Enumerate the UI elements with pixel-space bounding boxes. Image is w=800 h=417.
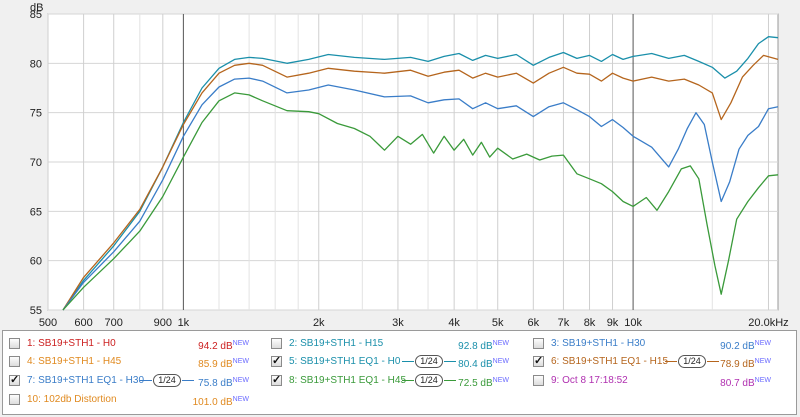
legend-item[interactable]: 3: SB19+STH1 - H30 90.2 dBNEW	[533, 335, 783, 353]
smoothing-label: 1/24	[420, 375, 438, 385]
legend-level: 80.4 dBNEW	[449, 353, 509, 374]
y-tick-label: 55	[30, 305, 42, 317]
smoothing-badge[interactable]: 1/24	[402, 374, 456, 387]
legend-item[interactable]: ✓ 6: SB19+STH1 EQ1 - H15 1/24 78.9 dBNEW	[533, 353, 783, 371]
y-tick-label: 80	[30, 58, 42, 70]
smoothing-badge[interactable]: 1/24	[140, 374, 194, 387]
legend-panel: 1: SB19+STH1 - H0 94.2 dBNEW 2: SB19+STH1 …	[2, 330, 797, 415]
legend-label: 9: Oct 8 17:18:52	[551, 375, 628, 386]
legend-checkbox[interactable]	[271, 338, 282, 349]
legend-level-badge: NEW	[232, 358, 249, 365]
y-tick-label: 65	[30, 206, 42, 218]
legend-level-badge: NEW	[232, 396, 249, 403]
y-tick-label: 60	[30, 256, 42, 268]
legend-level: 80.7 dBNEW	[711, 372, 771, 393]
legend-level: 92.8 dBNEW	[449, 335, 509, 356]
legend-level: 72.5 dBNEW	[449, 372, 509, 393]
legend-level-value: 90.2 dB	[720, 341, 755, 352]
x-tick-label: 8k	[584, 317, 596, 329]
x-tick-label: 700	[105, 317, 123, 329]
legend-level-badge: NEW	[492, 377, 509, 384]
legend-label: 8: SB19+STH1 EQ1 - H45	[289, 375, 407, 386]
legend-label: 5: SB19+STH1 EQ1 - H0	[289, 356, 401, 367]
legend-level: 78.9 dBNEW	[711, 353, 771, 374]
legend-item[interactable]: ✓ 8: SB19+STH1 EQ1 - H45 1/24 72.5 dBNEW	[271, 372, 521, 390]
x-tick-label: 5k	[492, 317, 504, 329]
legend-level-badge: NEW	[754, 358, 771, 365]
legend-level-badge: NEW	[754, 340, 771, 347]
legend-level-value: 78.9 dB	[720, 359, 755, 370]
legend-label: 2: SB19+STH1 - H15	[289, 338, 384, 349]
legend-label: 3: SB19+STH1 - H30	[551, 338, 646, 349]
smoothing-badge[interactable]: 1/24	[402, 355, 456, 368]
legend-checkbox[interactable]: ✓	[533, 355, 544, 367]
frequency-response-chart: 55 60 65 70 75 80 85 500 600 700 900 1k 2k 3k 4k 5k 6k 7k…	[29, 2, 789, 329]
y-tick-label: 75	[30, 108, 42, 120]
x-tick-label: 20.0kHz	[748, 317, 788, 329]
legend-checkbox[interactable]	[9, 338, 20, 349]
legend-label: 4: SB19+STH1 - H45	[27, 356, 122, 367]
series-line	[62, 77, 779, 311]
x-tick-label: 600	[74, 317, 92, 329]
legend-level-badge: NEW	[232, 340, 249, 347]
legend-item[interactable]: 1: SB19+STH1 - H0 94.2 dBNEW	[9, 335, 259, 353]
legend-level-badge: NEW	[754, 377, 771, 384]
legend-level: 75.8 dBNEW	[189, 372, 249, 393]
smoothing-label: 1/24	[683, 356, 701, 366]
x-tick-label: 7k	[558, 317, 570, 329]
legend-label: 7: SB19+STH1 EQ1 - H30	[27, 375, 145, 386]
legend-level-badge: NEW	[492, 358, 509, 365]
legend-level-value: 80.7 dB	[720, 378, 755, 389]
legend-item[interactable]: ✓ 5: SB19+STH1 EQ1 - H0 1/24 80.4 dBNEW	[271, 353, 521, 371]
series-line	[62, 54, 779, 311]
legend-level-value: 94.2 dB	[198, 341, 233, 352]
legend-label: 6: SB19+STH1 EQ1 - H15	[551, 356, 669, 367]
legend-level: 85.9 dBNEW	[189, 353, 249, 374]
legend-item[interactable]: 10: 102db Distortion 101.0 dBNEW	[9, 391, 259, 409]
x-tick-label: 900	[154, 317, 172, 329]
x-tick-label: 1k	[178, 317, 190, 329]
smoothing-label: 1/24	[158, 375, 176, 385]
x-tick-label: 9k	[607, 317, 619, 329]
legend-label: 1: SB19+STH1 - H0	[27, 338, 116, 349]
legend-checkbox[interactable]	[9, 394, 20, 405]
legend-level-value: 85.9 dB	[198, 359, 233, 370]
legend-level-value: 101.0 dB	[192, 397, 233, 408]
legend-level-value: 75.8 dB	[198, 378, 233, 389]
legend-checkbox[interactable]: ✓	[271, 374, 282, 386]
chart-canvas: 55 60 65 70 75 80 85 500 600 700 900 1k 2k 3k 4k 5k 6k 7k…	[30, 2, 789, 329]
y-tick-label: 70	[30, 157, 42, 169]
x-tick-label: 10k	[624, 317, 642, 329]
legend-checkbox[interactable]: ✓	[9, 374, 20, 386]
legend-level-value: 80.4 dB	[458, 359, 493, 370]
legend-checkbox[interactable]: ✓	[271, 355, 282, 367]
y-tick-label: 85	[30, 9, 42, 21]
legend-level: 101.0 dBNEW	[189, 391, 249, 412]
legend-label: 10: 102db Distortion	[27, 394, 117, 405]
legend-item[interactable]: ✓ 7: SB19+STH1 EQ1 - H30 1/24 75.8 dBNEW	[9, 372, 259, 390]
legend-checkbox[interactable]	[533, 338, 544, 349]
legend-level: 94.2 dBNEW	[189, 335, 249, 356]
legend-level-value: 92.8 dB	[458, 341, 493, 352]
smoothing-label: 1/24	[420, 356, 438, 366]
legend-item[interactable]: 9: Oct 8 17:18:52 80.7 dBNEW	[533, 372, 783, 390]
y-unit-label: dB	[30, 2, 43, 14]
x-tick-label: 6k	[528, 317, 540, 329]
x-tick-label: 2k	[313, 317, 325, 329]
x-tick-label: 500	[39, 317, 57, 329]
series-line	[62, 92, 779, 311]
legend-checkbox[interactable]	[9, 356, 20, 367]
legend-level-badge: NEW	[232, 377, 249, 384]
x-tick-label: 3k	[392, 317, 404, 329]
series-line	[62, 36, 779, 311]
smoothing-badge[interactable]: 1/24	[665, 355, 719, 368]
legend-level-badge: NEW	[492, 340, 509, 347]
legend-item[interactable]: 4: SB19+STH1 - H45 85.9 dBNEW	[9, 353, 259, 371]
legend-item[interactable]: 2: SB19+STH1 - H15 92.8 dBNEW	[271, 335, 521, 353]
x-tick-label: 4k	[448, 317, 460, 329]
legend-level: 90.2 dBNEW	[711, 335, 771, 356]
legend-checkbox[interactable]	[533, 375, 544, 386]
legend-level-value: 72.5 dB	[458, 378, 493, 389]
